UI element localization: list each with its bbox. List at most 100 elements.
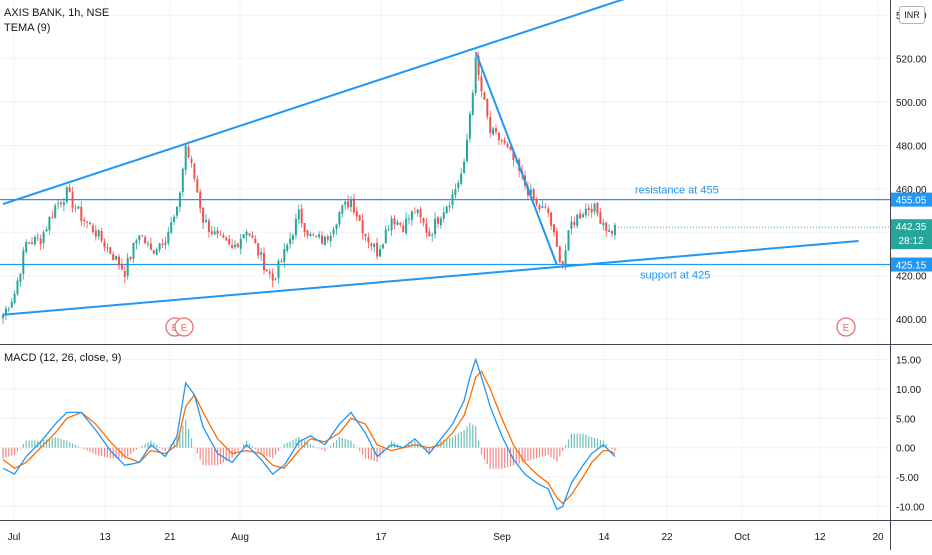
macd-histogram-bar — [5, 447, 7, 458]
candle-body — [91, 225, 94, 233]
candle-body — [593, 204, 596, 212]
candle-body — [196, 178, 199, 193]
signal-line — [2, 370, 616, 505]
candle-body — [60, 202, 62, 204]
macd-histogram-bar — [118, 447, 120, 459]
macd-histogram-bar — [243, 444, 245, 448]
support-price-badge: 425.15 — [896, 261, 927, 272]
candle-body — [303, 223, 306, 232]
macd-histogram-bar — [25, 440, 27, 448]
candle-body — [260, 252, 263, 255]
macd-indicator-label[interactable]: MACD (12, 26, close, 9) — [4, 352, 122, 364]
macd-histogram-bar — [521, 447, 523, 463]
time-tick-label: 17 — [375, 532, 387, 543]
candle-body — [460, 173, 463, 184]
candle-body — [86, 221, 89, 223]
candle-body — [373, 243, 376, 247]
candle-body — [257, 243, 260, 256]
candle-body — [318, 234, 321, 238]
earnings-marker[interactable]: E — [174, 317, 194, 337]
candle-body — [10, 301, 13, 308]
candle-body — [500, 140, 503, 142]
macd-histogram-bar — [202, 447, 204, 466]
last-price-badge-bg — [891, 219, 932, 250]
earnings-markers[interactable]: EEE — [165, 317, 856, 337]
candle-body — [167, 231, 170, 243]
macd-histogram-bar — [182, 425, 184, 448]
candle-body — [541, 206, 544, 208]
macd-histogram-bar — [109, 447, 111, 459]
macd-histogram-bar — [161, 447, 164, 450]
candle-body — [83, 219, 86, 222]
candle-body — [31, 242, 33, 245]
macd-histogram-bar — [509, 447, 512, 467]
symbol-title: AXIS BANK, 1h, NSE — [4, 7, 110, 19]
candle-body — [294, 218, 297, 236]
candle-body — [558, 246, 561, 263]
candle-body — [561, 261, 564, 265]
macd-histogram-bar — [69, 442, 71, 448]
candle-body — [413, 212, 416, 214]
macd-histogram-bar — [370, 447, 372, 461]
macd-histogram-bar — [173, 440, 175, 448]
candle-body — [173, 216, 176, 222]
candle-body — [535, 198, 538, 205]
macd-histogram-bar — [379, 447, 381, 458]
macd-histogram-bar — [228, 447, 230, 460]
macd-histogram-bar — [338, 437, 340, 448]
candle-body — [355, 211, 358, 217]
trendline — [474, 51, 558, 266]
macd-histogram-bar — [28, 440, 30, 448]
earnings-marker[interactable]: E — [836, 317, 856, 337]
candle-body — [184, 145, 187, 170]
macd-histogram-bar — [318, 447, 320, 449]
candle-body — [274, 278, 277, 280]
macd-histogram-bar — [92, 447, 94, 454]
macd-tick-label: 5.00 — [896, 414, 916, 425]
candle-body — [42, 232, 45, 243]
candle-body — [471, 92, 474, 115]
candle-body — [48, 217, 51, 231]
macd-histogram-bar — [185, 419, 187, 448]
trendlines[interactable] — [2, 0, 859, 316]
macd-histogram-bar — [547, 447, 549, 455]
currency-badge[interactable]: INR — [899, 6, 925, 24]
price-tick-label: 480.00 — [896, 141, 927, 152]
macd-histogram-bar — [341, 437, 343, 448]
macd-histogram-bar — [130, 447, 132, 455]
candle-body — [454, 189, 457, 196]
horizontal-levels[interactable]: resistance at 455 support at 425 — [0, 185, 890, 282]
candle-body — [468, 113, 471, 139]
candle-body — [370, 243, 373, 246]
macd-histogram-bar — [283, 444, 285, 448]
macd-histogram-bar — [101, 447, 103, 457]
candle-body — [439, 218, 442, 226]
macd-histogram-bar — [501, 447, 503, 469]
macd-histogram-bar — [54, 437, 56, 448]
price-tick-label: 400.00 — [896, 315, 927, 326]
macd-histogram-bar — [428, 447, 430, 455]
macd-histogram-bar — [72, 443, 74, 448]
macd-histogram-bar — [19, 447, 21, 449]
tema-indicator-label[interactable]: TEMA (9) — [4, 22, 51, 34]
macd-histogram-bar — [83, 447, 85, 450]
candle-body — [280, 261, 283, 262]
candle-body — [477, 56, 480, 75]
candle-body — [190, 158, 193, 163]
macd-histogram-bar — [570, 433, 572, 448]
candle-body — [161, 243, 164, 246]
candle-body — [16, 280, 19, 295]
candle-body — [277, 260, 280, 279]
macd-histogram-bar — [573, 433, 575, 448]
candle-body — [538, 205, 541, 210]
candle-body — [402, 225, 405, 233]
candle-body — [437, 217, 439, 224]
macd-histogram-bar — [167, 447, 169, 449]
macd-histogram-bar — [8, 447, 10, 457]
macd-line — [2, 357, 616, 511]
candle-body — [587, 207, 590, 211]
macd-tick-label: 15.00 — [896, 356, 921, 367]
macd-histogram-bar — [11, 447, 13, 456]
